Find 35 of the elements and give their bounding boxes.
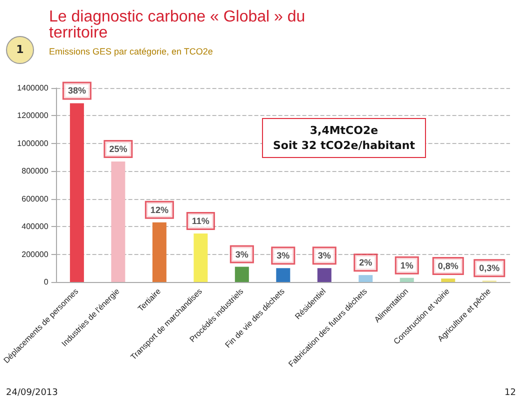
annotation: 3% <box>235 249 248 260</box>
text: 12 <box>504 388 516 398</box>
bar <box>441 278 456 282</box>
y-tick-label: 800000 <box>22 166 49 176</box>
y-tick-label: 400000 <box>22 222 49 232</box>
bar <box>400 278 414 282</box>
annotation: 38% <box>68 86 86 96</box>
annotation: 3,4MtCO2e Soit 32 tCO2e/habitant <box>262 118 426 158</box>
y-tick-label: 1400000 <box>17 84 49 92</box>
y-tick-label: 0 <box>44 278 49 286</box>
chart-subtitle: Emissions GES par catégorie, en TCO2e <box>49 46 213 56</box>
annotation: 1% <box>400 260 414 270</box>
annotation: 2% <box>359 258 372 268</box>
y-tick-label: 1200000 <box>17 111 49 120</box>
text: 1 <box>6 36 34 64</box>
annotation: 12% <box>150 204 168 215</box>
y-tick-label: 1000000 <box>17 138 49 148</box>
bar <box>358 275 373 282</box>
bar <box>276 268 290 282</box>
bar <box>70 103 84 282</box>
annotation: 0,3% <box>479 263 500 274</box>
annotation: 25% <box>109 144 128 154</box>
y-tick-label: 200000 <box>22 250 49 259</box>
bar <box>234 266 249 282</box>
annotation: 3% <box>276 250 290 261</box>
text: 24/09/2013 <box>6 388 58 398</box>
bar <box>317 268 332 282</box>
bar <box>152 222 166 282</box>
annotation: 11% <box>192 216 210 226</box>
bar <box>194 234 208 282</box>
y-tick-label: 600000 <box>22 194 49 204</box>
annotation: 0,8% <box>438 261 458 272</box>
annotation: 3% <box>318 250 331 261</box>
chart-title: Le diagnostic carbone « Global » du territoire <box>49 8 310 42</box>
bar <box>111 161 126 282</box>
